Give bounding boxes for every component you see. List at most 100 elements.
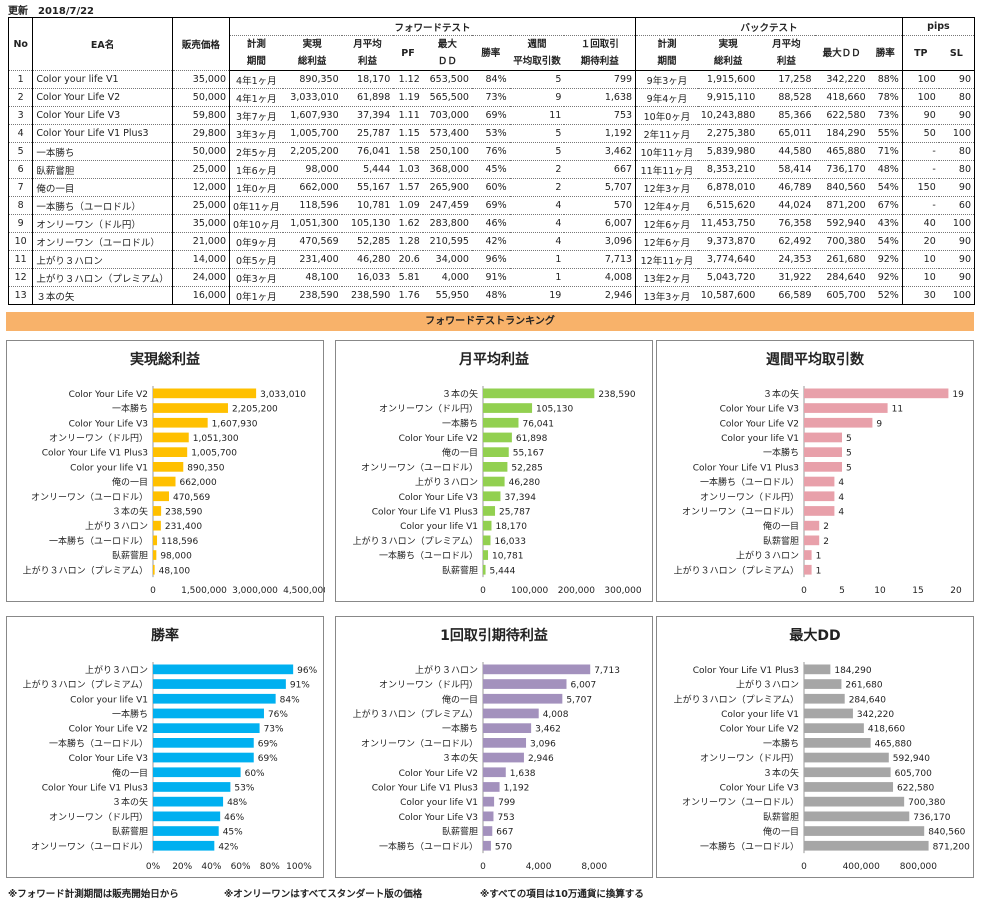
bar [153, 476, 176, 487]
subheader-fw-2: 月平均 利益 [341, 35, 394, 71]
table-cell: ３本の矢 [32, 286, 173, 305]
table-cell: 55,167 [341, 178, 394, 197]
category-label: 一本勝ち（ユーロドル） [379, 840, 478, 852]
data-label: 60% [245, 769, 265, 779]
table-row: 8 一本勝ち（ユーロドル） 25,000 0年11ヶ月 118,596 10,781 1.0… [8, 196, 975, 215]
table-cell: 470,569 [282, 232, 342, 251]
subheader-bt-4: 勝率 [868, 35, 903, 71]
table-cell: 9 [8, 214, 34, 233]
category-label: 俺の一目 [112, 476, 148, 488]
data-label: 69% [258, 754, 278, 764]
bar-chart: 上がり３ハロン 96% 上がり３ハロン（プレミアム） 91% Color your li… [23, 662, 318, 872]
category-label: 上がり３ハロン（プレミアム） [674, 564, 799, 576]
table-cell: 105,130 [341, 214, 394, 233]
table-cell: 12年6ヶ月 [635, 214, 698, 233]
table-cell: 一本勝ち [32, 142, 173, 161]
table-cell: 0年11ヶ月 [229, 196, 283, 215]
data-label: 840,560 [928, 828, 965, 838]
table-cell: 753 [564, 106, 637, 125]
data-label: 18,170 [495, 522, 527, 532]
x-tick-label: 10 [874, 586, 886, 596]
x-tick-label: 100% [286, 862, 312, 872]
category-label: オンリーワン（ドル円） [49, 812, 148, 823]
table-cell: 25,000 [172, 196, 231, 215]
table-cell: 12 [8, 268, 34, 287]
category-label: Color your life V1 [721, 710, 799, 720]
bar [153, 388, 257, 399]
table-cell: 231,400 [282, 250, 342, 269]
data-label: 622,580 [897, 783, 934, 793]
category-label: 俺の一目 [442, 693, 478, 705]
data-label: 19 [952, 390, 964, 400]
data-label: 470,569 [173, 493, 210, 503]
category-label: オンリーワン（ユーロドル） [361, 462, 478, 473]
bar [483, 564, 486, 575]
bar [804, 462, 842, 472]
x-tick-label: 4,000 [526, 862, 552, 872]
subheader-pips-1: SL [938, 35, 975, 71]
data-label: 592,940 [893, 754, 930, 764]
category-label: 俺の一目 [442, 447, 478, 459]
bar [153, 679, 286, 689]
data-label: 48,100 [159, 566, 191, 576]
chart-6: 最大DD Color Your Life V1 Plus3 184,290 上がり３ハ… [656, 616, 974, 878]
table-cell: 55,950 [435, 290, 469, 301]
table-cell: 1.19 [393, 88, 423, 107]
table-cell: オンリーワン（ドル円） [32, 214, 173, 233]
table-cell: 3,462 [564, 142, 637, 161]
data-label: 238,590 [165, 507, 202, 517]
header-ea-name: EA名 [32, 17, 173, 71]
data-label: 2 [823, 537, 829, 547]
table-cell: 1.62 [393, 214, 423, 233]
table-cell: 78% [868, 88, 903, 107]
table-cell: 247,459 [422, 196, 472, 215]
table-cell: 80 [938, 88, 975, 107]
data-label: 2,205,200 [232, 405, 278, 415]
table-cell: 4年1ヶ月 [229, 88, 283, 107]
table-cell: 622,580 [814, 106, 869, 125]
table-cell: 80 [938, 142, 975, 161]
table-cell: 69% [471, 106, 510, 125]
category-label: ３本の矢 [763, 767, 799, 779]
bar [153, 796, 224, 807]
table-cell: 54% [868, 178, 903, 197]
x-tick-label: 0 [150, 586, 156, 596]
bar [483, 476, 505, 487]
category-label: Color Your Life V3 [69, 419, 148, 429]
category-label: 上がり３ハロン（プレミアム） [674, 693, 799, 705]
x-tick-label: 8,000 [581, 862, 607, 872]
data-label: 1,051,300 [193, 434, 239, 444]
category-label: 上がり３ハロン（プレミアム） [23, 679, 148, 691]
footer-note: ※すべての項目は10万通貨に換算する [480, 889, 644, 900]
table-cell: 605,700 [826, 290, 866, 301]
x-tick-label: 0 [801, 862, 807, 872]
bar [483, 520, 492, 531]
chart-1: 実現総利益 Color Your Life V2 3,033,010 一本勝ち 2,20… [6, 340, 325, 602]
table-cell: 4 [509, 214, 565, 233]
bar [804, 432, 842, 443]
data-label: 4,008 [543, 710, 569, 720]
data-label: 76,041 [522, 419, 554, 429]
x-tick-label: 20 [950, 586, 962, 596]
bar [153, 462, 184, 472]
bar-chart: Color Your Life V1 Plus3 184,290 上がり３ハロン 26… [674, 662, 970, 872]
chart-title: 1回取引期待利益 [440, 628, 548, 644]
data-label: 9 [876, 419, 882, 429]
bar [153, 417, 208, 428]
category-label: ３本の矢 [442, 752, 478, 764]
data-label: 52,285 [511, 463, 543, 473]
table-cell: 890,350 [282, 70, 342, 89]
table-cell: 92% [868, 250, 903, 269]
data-label: 10,781 [492, 552, 524, 562]
header-back-test: バックテスト [635, 17, 903, 36]
chart-title: 実現総利益 [130, 352, 200, 368]
table-cell: 4,008 [564, 268, 637, 287]
data-label: 2 [823, 522, 829, 532]
category-label: Color Your Life V2 [720, 419, 799, 429]
table-cell: 24,353 [758, 250, 815, 269]
table-cell: 2,946 [564, 286, 637, 305]
data-label: 700,380 [908, 798, 945, 808]
table-cell: 238,590 [350, 290, 391, 301]
table-cell: 9年3ヶ月 [635, 70, 698, 89]
x-tick-label: 40% [201, 862, 221, 872]
